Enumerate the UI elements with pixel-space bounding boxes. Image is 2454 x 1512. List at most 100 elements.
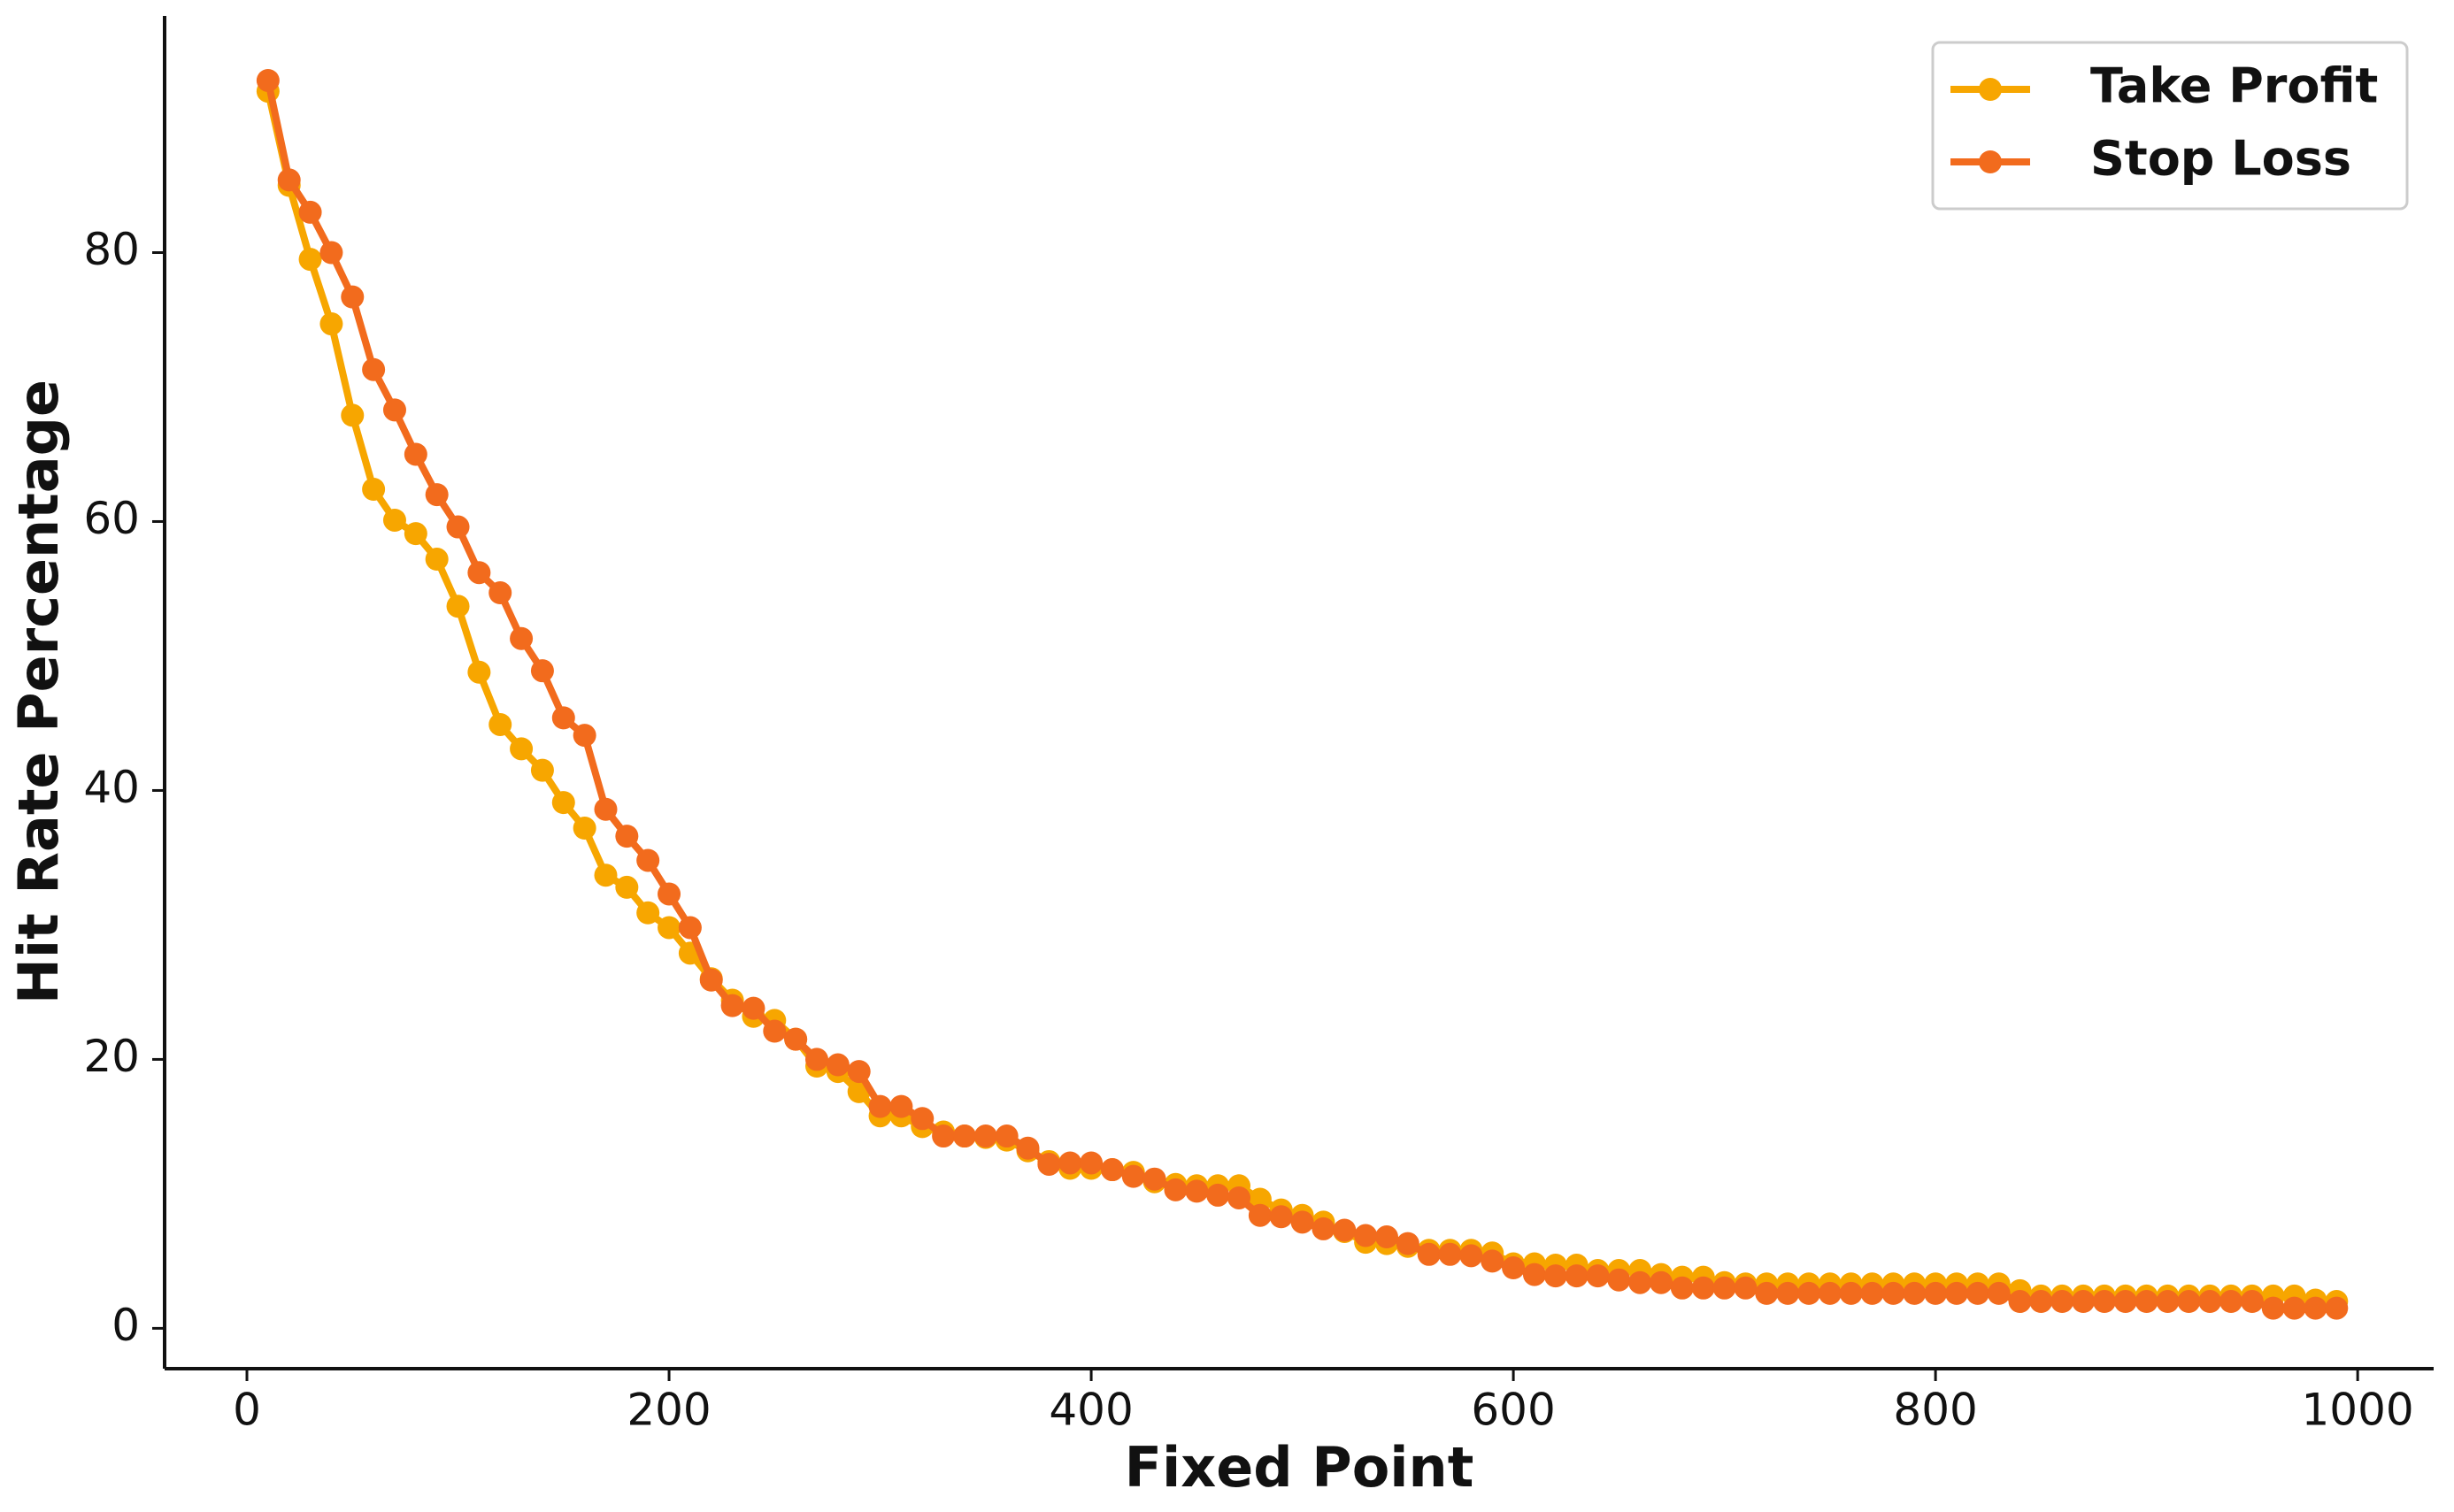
- data-point: [889, 1094, 913, 1118]
- data-point: [1206, 1183, 1230, 1207]
- data-point: [1121, 1164, 1145, 1188]
- data-point: [446, 515, 470, 539]
- x-tick-label: 200: [627, 1385, 711, 1436]
- data-point: [1755, 1281, 1779, 1305]
- data-point: [510, 626, 534, 650]
- data-point: [1650, 1270, 1673, 1294]
- data-point: [1502, 1256, 1526, 1280]
- data-point: [2240, 1290, 2264, 1314]
- data-point: [1924, 1281, 1948, 1305]
- data-point: [826, 1053, 850, 1077]
- data-point: [594, 797, 618, 821]
- legend-label: Stop Loss: [2090, 131, 2351, 187]
- data-point: [742, 996, 765, 1020]
- data-point: [341, 285, 365, 309]
- data-point: [1164, 1178, 1188, 1201]
- data-point: [446, 595, 470, 618]
- data-point: [1670, 1276, 1694, 1300]
- data-point: [2177, 1290, 2201, 1314]
- data-point: [636, 848, 660, 872]
- data-point: [1839, 1281, 1863, 1305]
- data-point: [1543, 1264, 1567, 1288]
- data-point: [2198, 1290, 2222, 1314]
- data-point: [2261, 1296, 2285, 1320]
- data-point: [932, 1124, 956, 1148]
- data-point: [382, 508, 406, 532]
- data-point: [319, 312, 343, 336]
- data-point: [1333, 1218, 1357, 1242]
- data-point: [911, 1107, 935, 1131]
- data-point: [404, 442, 427, 466]
- x-tick-label: 800: [1893, 1385, 1977, 1436]
- x-tick-label: 600: [1471, 1385, 1555, 1436]
- y-axis-label: Hit Rate Percentage: [6, 380, 71, 1004]
- x-tick-label: 400: [1049, 1385, 1133, 1436]
- data-point: [1712, 1276, 1736, 1300]
- data-point: [720, 994, 744, 1017]
- y-tick-label: 40: [83, 762, 140, 813]
- data-point: [973, 1124, 997, 1148]
- data-point: [467, 660, 491, 684]
- legend-box: [1931, 41, 2409, 211]
- data-point: [1459, 1244, 1483, 1268]
- data-point: [2304, 1296, 2327, 1320]
- data-point: [615, 875, 639, 899]
- data-point: [1881, 1281, 1905, 1305]
- data-point: [382, 398, 406, 422]
- data-point: [1586, 1264, 1610, 1288]
- data-point: [1058, 1151, 1082, 1175]
- x-axis-label: Fixed Point: [1125, 1435, 1474, 1500]
- data-point: [995, 1124, 1019, 1148]
- series-line: [264, 80, 2337, 1312]
- x-tick-label: 0: [233, 1385, 261, 1436]
- data-point: [1354, 1224, 1378, 1247]
- y-tick-label: 20: [83, 1031, 140, 1082]
- data-point: [1607, 1268, 1631, 1292]
- data-point: [298, 248, 322, 272]
- data-point: [1734, 1276, 1758, 1300]
- data-point: [530, 758, 554, 782]
- data-point: [805, 1048, 829, 1071]
- data-point: [425, 483, 449, 507]
- data-point: [2219, 1290, 2243, 1314]
- data-point: [1565, 1264, 1589, 1288]
- data-point: [551, 706, 575, 730]
- data-point: [1860, 1281, 1884, 1305]
- data-point: [1691, 1276, 1715, 1300]
- data-point: [573, 817, 596, 840]
- data-point: [530, 659, 554, 683]
- data-point: [2092, 1290, 2116, 1314]
- legend-label: Take Profit: [2090, 58, 2378, 114]
- data-point: [1987, 1281, 2011, 1305]
- data-point: [2008, 1290, 2032, 1314]
- data-point: [699, 968, 723, 992]
- x-tick-label: 1000: [2302, 1385, 2414, 1436]
- data-point: [510, 737, 534, 761]
- data-point: [594, 863, 618, 887]
- data-point: [425, 548, 449, 572]
- data-point: [488, 712, 512, 736]
- data-point: [1797, 1281, 1821, 1305]
- data-point: [341, 403, 365, 427]
- data-point: [573, 724, 596, 748]
- data-point: [1628, 1270, 1652, 1294]
- data-point: [2029, 1290, 2053, 1314]
- data-point: [1438, 1242, 1462, 1266]
- data-point: [1818, 1281, 1842, 1305]
- data-point: [1037, 1152, 1061, 1176]
- data-point: [1248, 1203, 1272, 1227]
- series-line: [264, 90, 2337, 1306]
- data-point: [2282, 1296, 2306, 1320]
- data-point: [847, 1060, 871, 1084]
- data-point: [615, 825, 639, 848]
- data-point: [1417, 1242, 1441, 1266]
- legend-marker: [1979, 78, 2002, 101]
- data-point: [1312, 1217, 1335, 1240]
- data-point: [678, 916, 702, 940]
- data-point: [2156, 1290, 2180, 1314]
- data-point: [1248, 1187, 1272, 1211]
- data-point: [2113, 1290, 2137, 1314]
- data-point: [1016, 1136, 1040, 1160]
- data-point: [1185, 1179, 1209, 1203]
